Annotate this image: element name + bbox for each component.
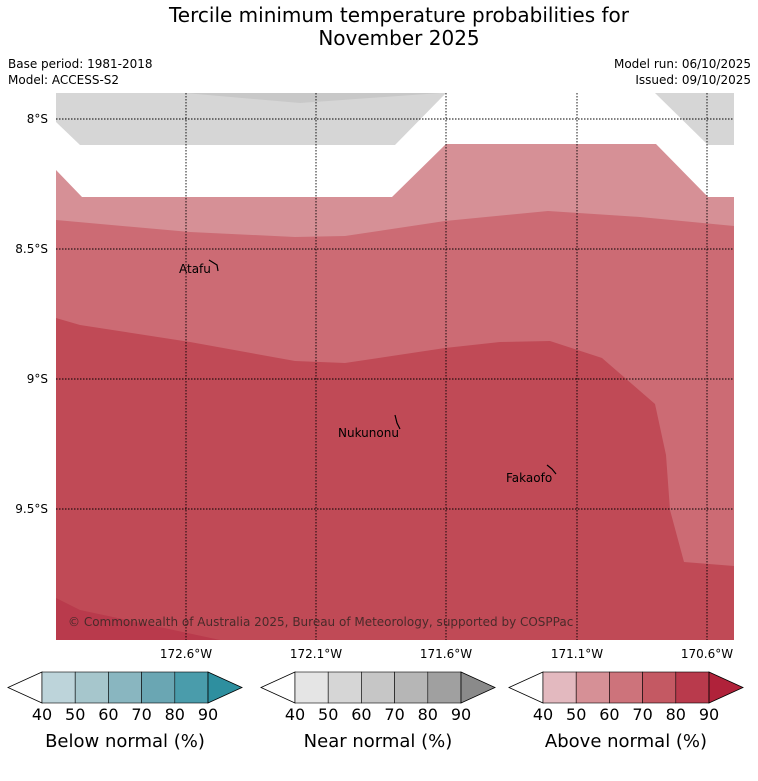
near-normal-tick-label: 70	[384, 705, 404, 724]
above-normal-tick-label: 90	[699, 705, 719, 724]
near-normal-upper-extend	[460, 671, 496, 704]
below-normal-tick-label: 50	[65, 705, 85, 724]
near-normal-tick-label: 60	[351, 705, 371, 724]
lon-label-172.1: 172.1°W	[290, 647, 342, 661]
model-run: Model run: 06/10/2025	[613, 57, 751, 71]
above-normal-lower-extend	[508, 671, 544, 704]
above-normal-colorbar: 40 50 60 70 80 90 Above normal (%)	[508, 671, 744, 752]
near-normal-label: Near normal (%)	[304, 731, 453, 752]
lon-label-171.1: 171.1°W	[551, 647, 603, 661]
above-normal-label: Above normal (%)	[545, 731, 707, 752]
below-normal-segment	[74, 671, 109, 704]
place-label-atafu: Atafu	[179, 262, 211, 276]
lat-label-9: 9°S	[27, 372, 48, 386]
near-normal-lower-extend	[260, 671, 296, 704]
below-normal-lower-extend	[7, 671, 43, 704]
below-normal-colorbar: 40 50 60 70 80 90 Below normal (%)	[7, 671, 243, 752]
above-normal-70-region	[56, 318, 734, 640]
near-normal-segment	[361, 671, 395, 704]
near-normal-segment	[394, 671, 429, 704]
below-normal-tick-label: 40	[32, 705, 52, 724]
above-normal-tick-label: 50	[566, 705, 586, 724]
near-normal-tick-label: 40	[285, 705, 305, 724]
gridlines	[56, 93, 734, 640]
near-normal-tick-label: 90	[451, 705, 471, 724]
below-normal-segment	[41, 671, 76, 704]
near-normal-tick-label: 80	[418, 705, 438, 724]
below-normal-tick-label: 60	[98, 705, 118, 724]
above-normal-segment	[675, 671, 710, 704]
copyright-notice: © Commonwealth of Australia 2025, Bureau…	[68, 615, 573, 629]
map-title: Tercile minimum temperature probabilitie…	[0, 4, 758, 50]
place-label-nukunonu: Nukunonu	[338, 426, 399, 440]
below-normal-segment	[141, 671, 176, 704]
above-normal-80-region	[56, 598, 220, 640]
near-normal-50-region	[185, 93, 440, 103]
near-normal-segment	[327, 671, 362, 704]
place-label-fakaofo: Fakaofo	[506, 471, 552, 485]
base-period: Base period: 1981-2018	[8, 57, 153, 71]
below-normal-tick-label: 80	[165, 705, 185, 724]
above-normal-segment	[575, 671, 610, 704]
colorbar-legends: 40 50 60 70 80 90 Below normal (%) 40 50 60 70 80 90…	[7, 671, 744, 752]
near-normal-colorbar: 40 50 60 70 80 90 Near normal (%)	[260, 671, 496, 752]
below-normal-tick-label: 70	[131, 705, 151, 724]
near-normal-right-region	[655, 93, 734, 145]
title-line-2: November 2025	[318, 26, 480, 50]
lon-label-172.6: 172.6°W	[160, 647, 212, 661]
lat-label-8: 8°S	[27, 112, 48, 126]
below-normal-label: Below normal (%)	[45, 731, 205, 752]
fakaofo-island	[546, 464, 557, 475]
meta-right: Model run: 06/10/2025 Issued: 09/10/2025	[614, 56, 751, 88]
near-normal-segment	[294, 671, 329, 704]
above-normal-upper-extend	[708, 671, 744, 704]
above-normal-segment	[542, 671, 577, 704]
title-line-1: Tercile minimum temperature probabilitie…	[168, 3, 630, 27]
lon-axis-labels: 172.6°W 172.1°W 171.6°W 171.1°W 170.6°W	[160, 647, 733, 661]
map-plot: Atafu Nukunonu Fakaofo © Commonwealth of…	[56, 93, 734, 640]
lon-label-171.6: 171.6°W	[420, 647, 472, 661]
above-normal-segment	[642, 671, 677, 704]
atafu-island	[208, 259, 219, 272]
above-normal-tick-label: 80	[666, 705, 686, 724]
meta-left: Base period: 1981-2018 Model: ACCESS-S2	[8, 56, 153, 88]
below-normal-upper-extend	[207, 671, 243, 704]
lon-label-170.6: 170.6°W	[681, 647, 733, 661]
above-normal-tick-label: 60	[599, 705, 619, 724]
lat-axis-labels: 8°S 8.5°S 9°S 9.5°S	[15, 112, 48, 516]
nukunonu-island	[394, 414, 401, 430]
above-normal-tick-label: 40	[533, 705, 553, 724]
below-normal-segment	[174, 671, 209, 704]
below-normal-segment	[108, 671, 142, 704]
near-normal-segment	[427, 671, 462, 704]
lat-label-9.5: 9.5°S	[15, 502, 48, 516]
below-normal-tick-label: 90	[198, 705, 218, 724]
model-name: Model: ACCESS-S2	[8, 73, 120, 87]
above-normal-segment	[609, 671, 643, 704]
near-normal-tick-label: 50	[318, 705, 338, 724]
lat-label-8.5: 8.5°S	[15, 242, 48, 256]
above-normal-tick-label: 70	[632, 705, 652, 724]
issued-date: Issued: 09/10/2025	[635, 73, 751, 87]
